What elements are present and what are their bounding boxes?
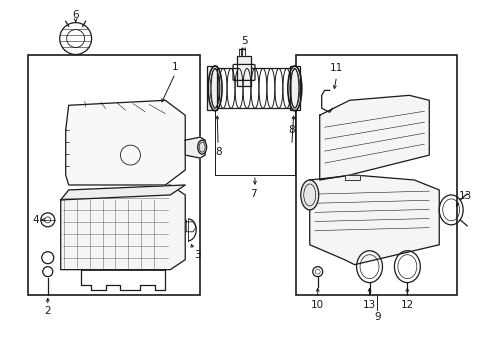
Text: 7: 7	[249, 189, 256, 199]
Text: 4: 4	[32, 215, 39, 225]
Bar	[295, 55, 456, 294]
Polygon shape	[319, 95, 428, 180]
Polygon shape	[344, 175, 359, 180]
Bar	[28, 55, 200, 294]
Text: 13: 13	[362, 300, 375, 310]
Polygon shape	[61, 185, 185, 270]
Text: 10: 10	[310, 300, 324, 310]
Text: 9: 9	[373, 312, 380, 323]
Polygon shape	[185, 137, 205, 158]
Text: 1: 1	[172, 62, 178, 72]
Ellipse shape	[197, 140, 206, 154]
Bar	[239, 49, 244, 57]
Polygon shape	[309, 175, 438, 265]
Text: 6: 6	[72, 10, 79, 20]
Bar	[237, 57, 250, 86]
Bar	[289, 67, 299, 110]
Text: 13: 13	[458, 191, 471, 201]
Text: 8: 8	[288, 125, 295, 135]
Text: 2: 2	[44, 306, 51, 316]
Polygon shape	[65, 100, 185, 185]
Text: 3: 3	[193, 250, 200, 260]
Text: 8: 8	[214, 147, 221, 157]
Text: 11: 11	[329, 63, 343, 73]
Polygon shape	[61, 185, 185, 200]
Bar	[207, 67, 217, 110]
Ellipse shape	[300, 180, 318, 210]
Text: 5: 5	[240, 36, 247, 46]
Text: 12: 12	[400, 300, 413, 310]
